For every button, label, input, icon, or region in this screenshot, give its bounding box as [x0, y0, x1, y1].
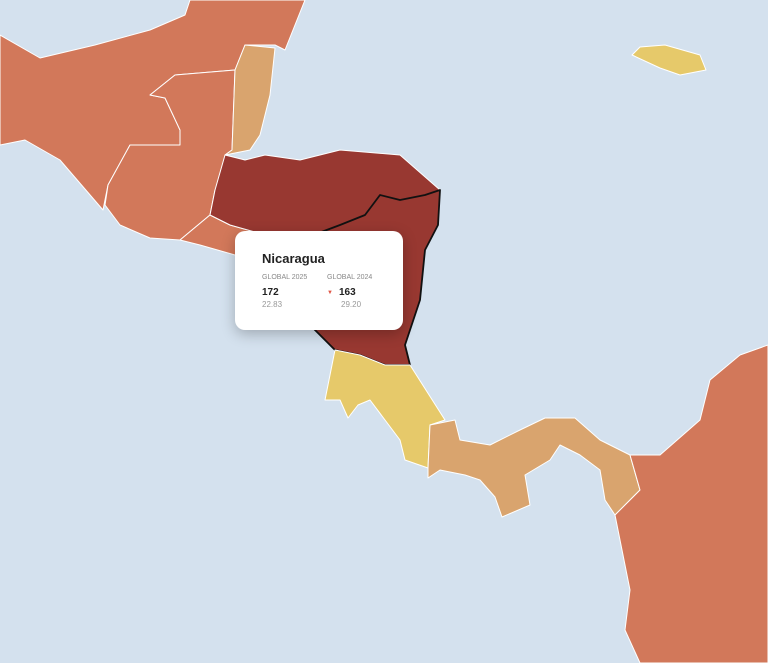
country-belize[interactable] — [224, 44, 276, 156]
label-2025: GLOBAL 2025 — [262, 274, 308, 281]
country-costa-rica[interactable] — [324, 349, 446, 469]
label-2024: GLOBAL 2024 — [327, 274, 373, 281]
score-2024: 29.20 — [341, 300, 362, 309]
country-colombia[interactable] — [614, 344, 768, 663]
rank-2024: 163 — [338, 287, 356, 298]
country-tooltip: Nicaragua GLOBAL 2025 172 22.83 GLOBAL 2… — [235, 231, 403, 330]
country-jamaica[interactable] — [631, 44, 707, 76]
trend-down-icon: ▼ — [327, 290, 333, 296]
country-panama[interactable] — [427, 417, 641, 518]
tooltip-column-2024: GLOBAL 2024 ▼ 163 29.20 — [327, 274, 392, 309]
tooltip-country-name: Nicaragua — [262, 251, 325, 266]
rank-2025: 172 — [262, 287, 279, 298]
tooltip-column-2025: GLOBAL 2025 172 22.83 — [262, 274, 327, 309]
score-2025: 22.83 — [262, 300, 283, 309]
